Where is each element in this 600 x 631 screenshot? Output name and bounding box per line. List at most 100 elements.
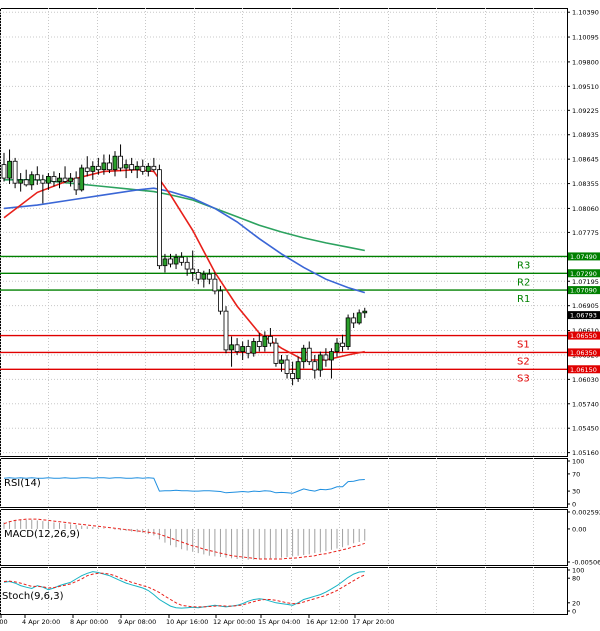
candle-body xyxy=(79,167,85,191)
candle-body xyxy=(223,310,229,351)
stoch-tick-label: 80 xyxy=(572,575,580,583)
candle-body xyxy=(23,179,29,186)
candle xyxy=(201,270,207,288)
candle xyxy=(229,336,234,367)
pivot-label-r1: R1 xyxy=(517,294,530,305)
candle-body xyxy=(156,169,162,267)
candle xyxy=(351,312,357,328)
price-tick-label: 1.06610 xyxy=(572,327,599,335)
candle xyxy=(256,333,262,352)
price-tick-label: 1.08060 xyxy=(572,205,599,213)
candle-body xyxy=(234,344,240,352)
candle xyxy=(129,157,135,174)
candle-body xyxy=(212,278,218,292)
price-tick-label: 1.06905 xyxy=(572,302,599,310)
time-tick-label: 4 Apr 20:00 xyxy=(22,618,60,626)
candle-body xyxy=(201,273,207,280)
candle xyxy=(179,252,185,266)
current-price-tag-bg xyxy=(568,311,600,320)
candle xyxy=(134,161,140,179)
rsi-tick-label: 100 xyxy=(572,458,584,466)
candle-body xyxy=(284,359,290,374)
candle-body xyxy=(279,359,284,364)
candle-body xyxy=(140,165,146,172)
candle xyxy=(73,171,79,195)
pivot-tag-bg xyxy=(568,252,600,261)
candle xyxy=(46,173,51,190)
macd-tick-label: 0.002592 xyxy=(572,509,600,517)
candle xyxy=(7,149,12,184)
price-tick-label: 1.05740 xyxy=(572,400,599,408)
candle xyxy=(162,253,168,273)
candle xyxy=(1,152,7,182)
time-tick-label: 17 Apr 20:00 xyxy=(352,618,394,626)
candle-body xyxy=(95,165,101,171)
pivot-tag-label: 1.07090 xyxy=(570,287,597,295)
candle xyxy=(112,151,118,177)
stoch-main-line xyxy=(3,571,365,609)
candle xyxy=(245,339,251,359)
price-tick-label: 1.08355 xyxy=(572,180,599,188)
candle xyxy=(267,328,273,347)
candle-body xyxy=(107,162,112,171)
candle-body xyxy=(306,347,312,363)
candle-body xyxy=(245,346,251,354)
price-tick-label: 1.07775 xyxy=(572,229,599,237)
candle-body xyxy=(301,347,307,363)
macd-tick-label: -0.005062 xyxy=(572,559,600,567)
candle xyxy=(184,257,190,276)
candle xyxy=(18,173,24,192)
pivot-tag-bg xyxy=(568,348,600,357)
candle-body xyxy=(240,346,246,352)
price-tick-label: 1.09225 xyxy=(572,107,599,115)
pivot-tag-label: 1.06550 xyxy=(570,332,597,340)
pivot-tag-bg xyxy=(568,331,600,340)
candle-body xyxy=(57,177,62,182)
candle xyxy=(340,334,345,352)
candle xyxy=(218,285,223,315)
stoch-tick-label: 100 xyxy=(572,567,584,575)
candle xyxy=(151,157,157,172)
candle xyxy=(356,309,362,325)
candle-body xyxy=(262,336,268,347)
rsi-tick-label: 70 xyxy=(572,470,580,478)
price-tick-label: 1.05160 xyxy=(572,449,599,457)
candle xyxy=(362,307,368,318)
ma-blue-line xyxy=(3,187,366,294)
candle-body xyxy=(84,167,90,172)
candle xyxy=(290,361,296,386)
candle-body xyxy=(118,155,123,169)
macd-tick-label: 0.00 xyxy=(572,525,586,533)
candle-body xyxy=(229,344,234,351)
candle xyxy=(262,331,268,352)
pivot-label-s1: S1 xyxy=(517,340,530,351)
pane-frame-rsi xyxy=(0,458,568,508)
candle xyxy=(23,169,29,187)
candle xyxy=(95,157,101,175)
candle xyxy=(273,338,279,367)
candle xyxy=(312,354,318,379)
candle-body xyxy=(162,258,168,267)
price-tick-label: 1.09800 xyxy=(572,58,599,66)
candle xyxy=(206,269,212,285)
time-tick-label: 12 Apr 00:00 xyxy=(213,618,255,626)
candle xyxy=(334,338,340,357)
candle xyxy=(90,161,96,180)
price-tick-label: 1.07195 xyxy=(572,278,599,286)
candle xyxy=(29,171,35,190)
candle xyxy=(84,156,90,177)
macd-label: MACD(12,26,9) xyxy=(4,529,80,540)
candle xyxy=(140,159,146,175)
candle xyxy=(51,171,57,187)
candle-body xyxy=(40,179,46,184)
candle-body xyxy=(267,336,273,344)
candle xyxy=(40,174,46,204)
candle-body xyxy=(7,160,12,179)
candle-body xyxy=(329,351,334,361)
candle-body xyxy=(18,179,24,184)
candle-body xyxy=(168,258,173,265)
candle xyxy=(57,173,62,189)
candle xyxy=(234,338,240,355)
candle-body xyxy=(29,174,35,186)
candle-body xyxy=(317,354,323,371)
